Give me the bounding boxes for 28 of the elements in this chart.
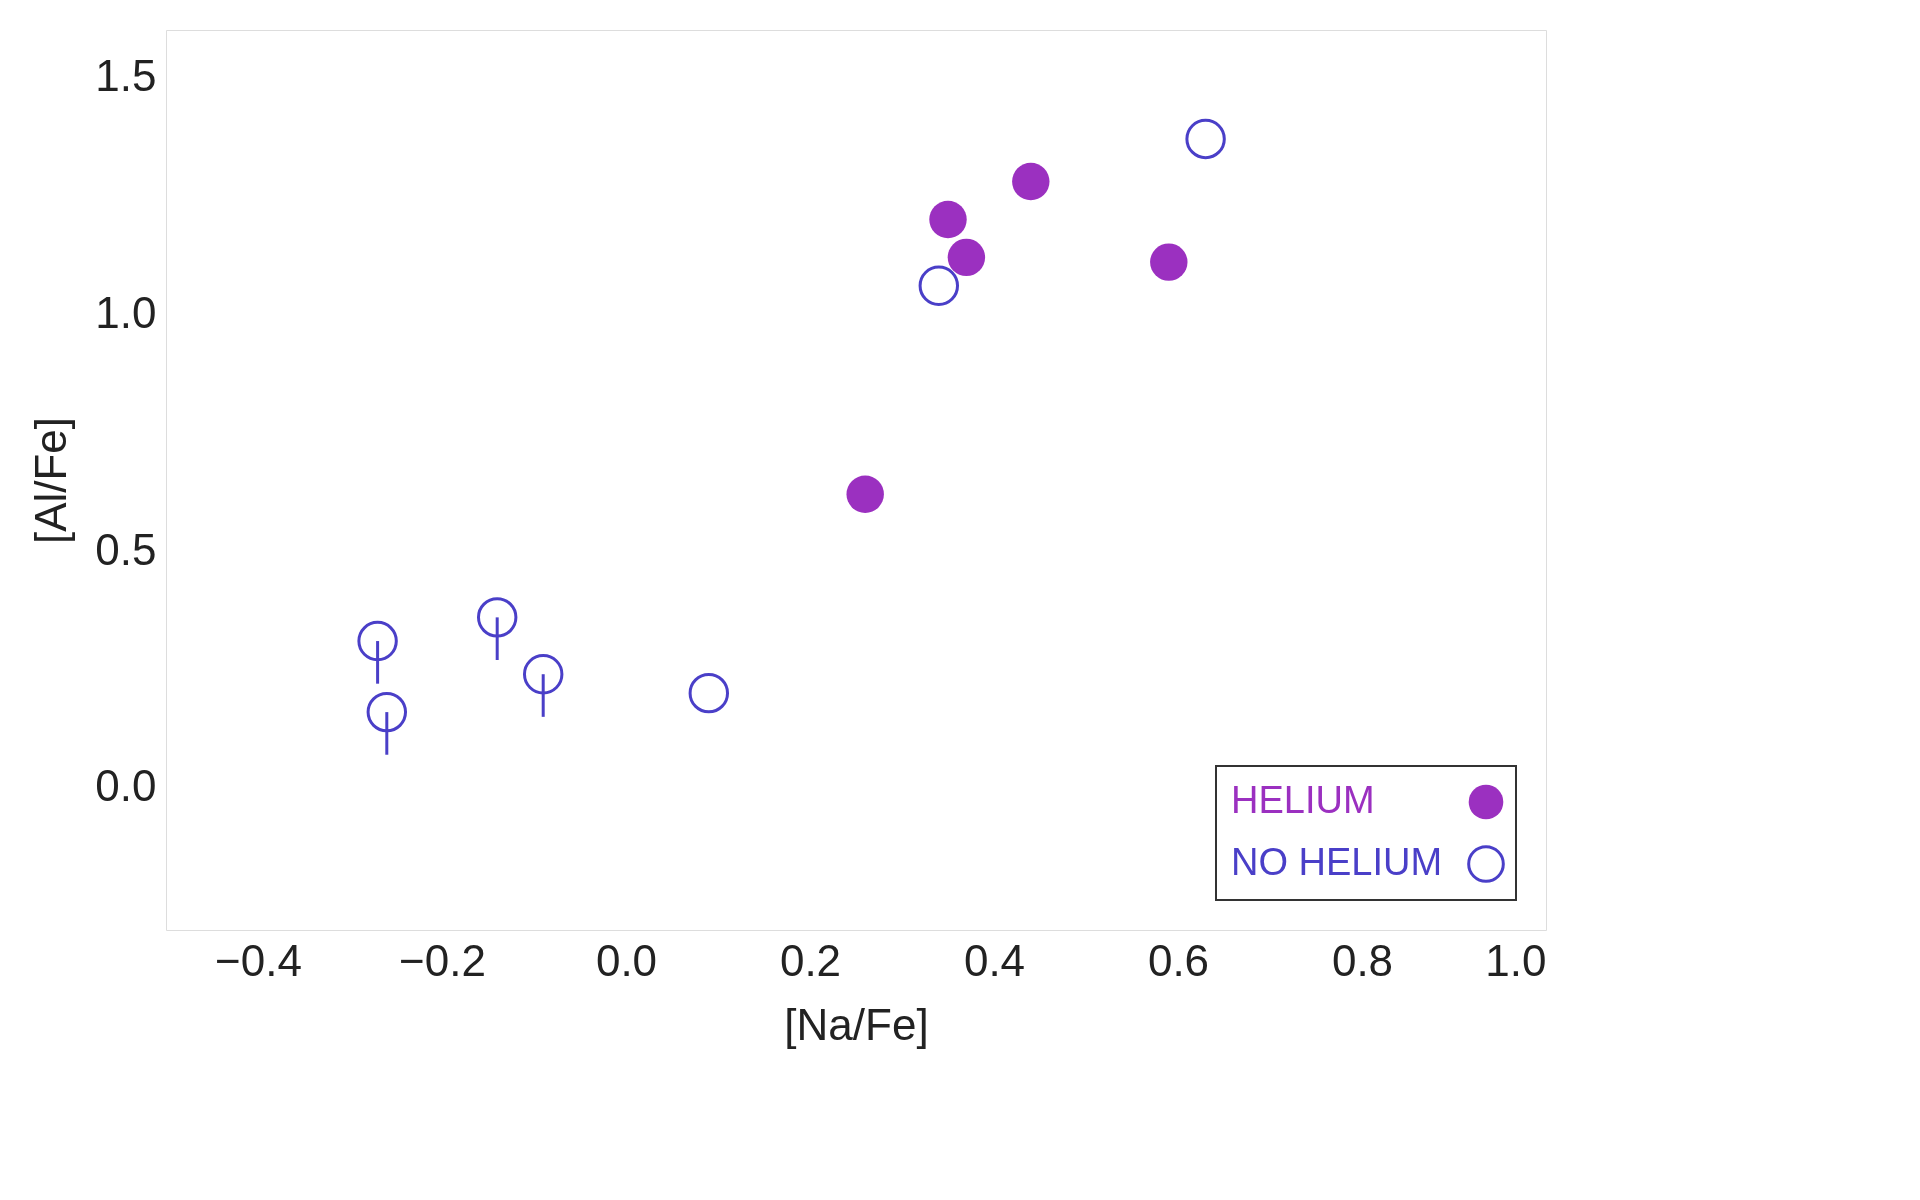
point (476, 597, 518, 638)
x-tick-label: 0.6 (1147, 935, 1210, 985)
x-axis-title: [Na/Fe] (784, 999, 929, 1049)
point (1185, 118, 1226, 160)
point (918, 265, 960, 306)
text: HELIUM (1231, 779, 1375, 821)
y-tick-label: 1.0 (95, 287, 157, 337)
point (929, 200, 967, 239)
x-tick-label: 1.0 (1485, 935, 1547, 985)
x-tick-label: 0.4 (963, 935, 1026, 985)
point (357, 620, 398, 662)
point (688, 672, 730, 714)
point (947, 238, 986, 277)
y-axis-title: [Al/Fe] (26, 416, 76, 545)
point (1150, 243, 1188, 281)
y-tick-label: 0.5 (95, 524, 157, 574)
x-tick-label: −0.2 (399, 935, 486, 985)
x-tick-label: 0.2 (779, 935, 842, 985)
y-tick-label: 1.5 (95, 50, 157, 100)
point (366, 691, 408, 733)
x-tick-label: −0.4 (215, 935, 302, 985)
point (846, 475, 884, 513)
x-tick-label: 0.8 (1331, 935, 1394, 985)
x-tick-label: 0.0 (595, 935, 658, 985)
y-tick-label: 0.0 (95, 761, 157, 811)
legend-label: NO HELIUM (1231, 841, 1443, 883)
point (522, 654, 564, 695)
point (1012, 162, 1050, 201)
